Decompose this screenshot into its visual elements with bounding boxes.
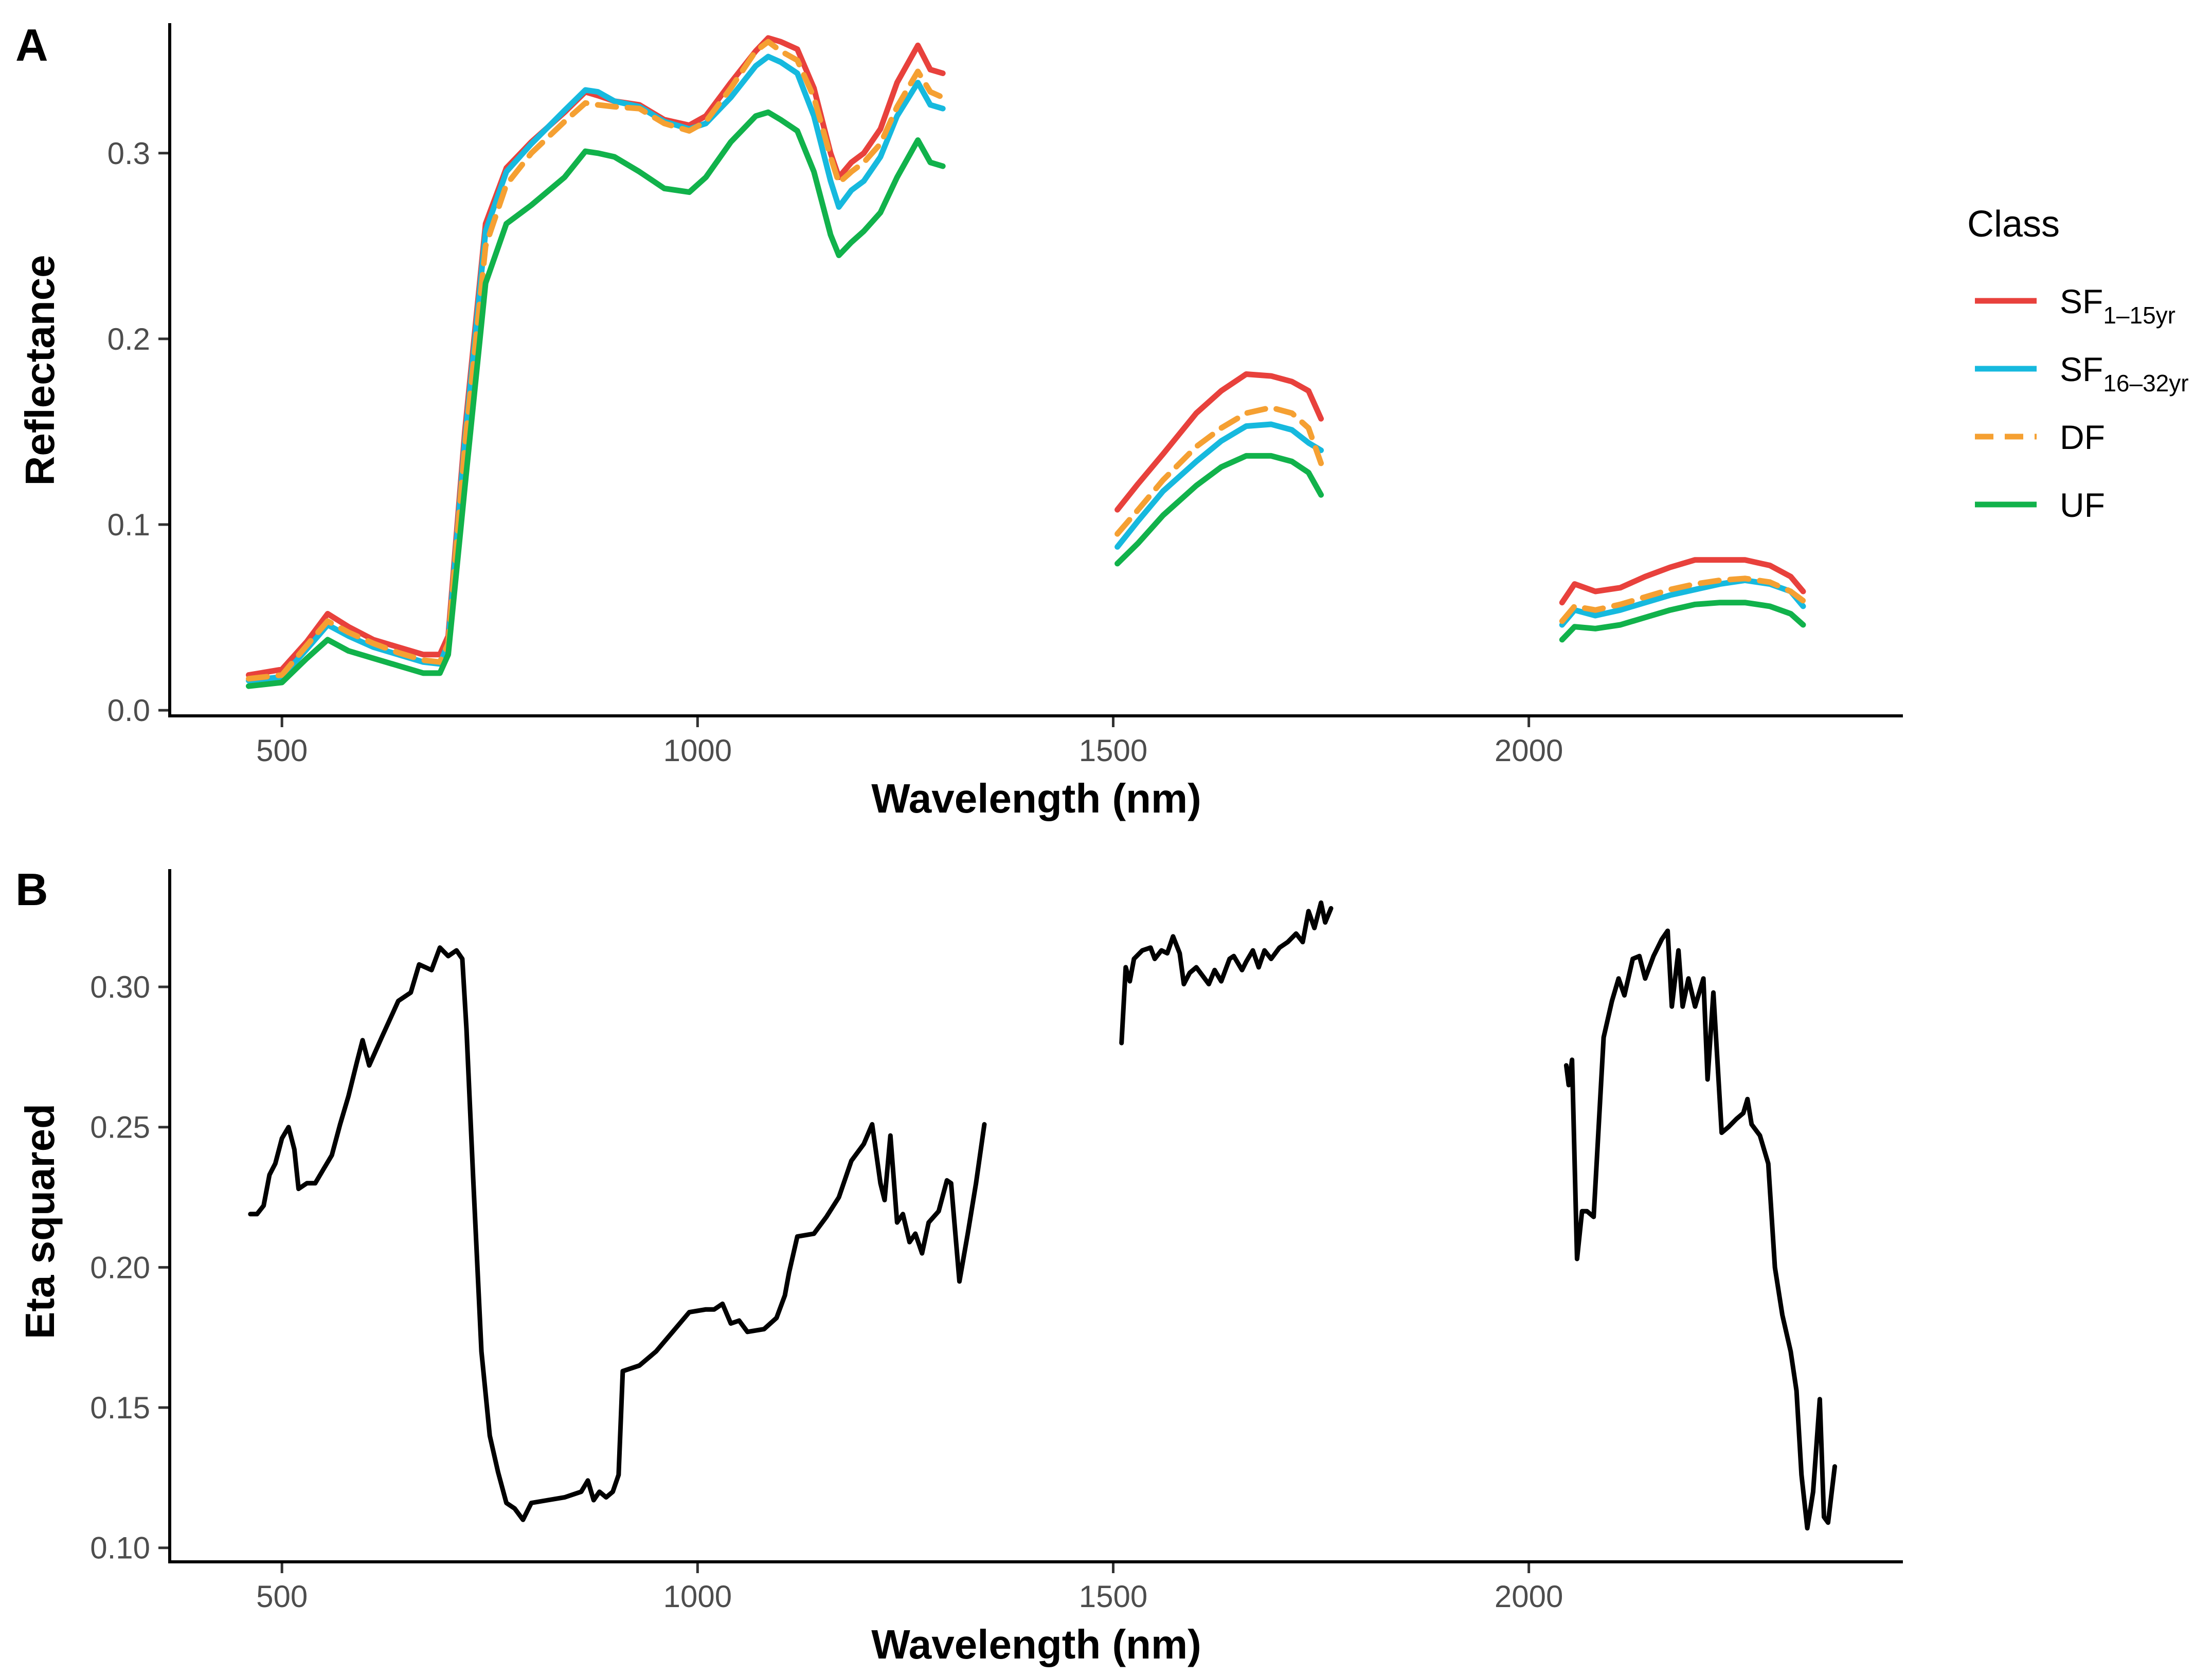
legend-entries: SF1–15yr SF16–32yr DF UF — [1975, 282, 2189, 524]
panel-b-y-axis-title: Eta squared — [17, 1104, 63, 1339]
panel-b-x-ticks: 500 1000 1500 2000 — [256, 1563, 1563, 1614]
legend-label-sf-1-15yr: SF1–15yr — [2060, 282, 2175, 329]
panel-b-y-tick-label: 0.10 — [90, 1531, 150, 1565]
panel-a-x-axis-title: Wavelength (nm) — [871, 776, 1201, 821]
panel-b-y-tick-label: 0.20 — [90, 1250, 150, 1285]
legend-title: Class — [1967, 204, 2060, 245]
panel-a-series-df-segment-3 — [1559, 575, 1806, 624]
panel-b-series-lines — [248, 900, 1837, 1531]
panel-a-tag: A — [15, 20, 48, 70]
panel-a-x-tick-label: 1000 — [663, 733, 732, 768]
panel-a-y-ticks: 0.0 0.1 0.2 0.3 — [107, 136, 168, 728]
panel-a-series-df-segment-1 — [246, 39, 946, 682]
panel-b-y-tick-label: 0.25 — [90, 1110, 150, 1145]
panel-b-x-axis-title: Wavelength (nm) — [871, 1621, 1201, 1667]
panel-b-series-eta-squared-segment-3 — [1563, 928, 1837, 1531]
panel-b-y-ticks: 0.10 0.15 0.20 0.25 0.30 — [90, 970, 168, 1565]
panel-a-x-tick-label: 500 — [256, 733, 308, 768]
panel-a-reflectance-chart: A 500 1000 1500 2000 0.0 0.1 0.2 0.3 Wavelengt… — [15, 20, 1903, 821]
panel-a-y-axis-title: Reflectance — [17, 255, 63, 485]
panel-b-x-tick-label: 500 — [256, 1579, 308, 1614]
legend: Class SF1–15yr SF16–32yr DF UF — [1967, 204, 2189, 524]
legend-label-uf: UF — [2060, 486, 2105, 524]
panel-a-x-tick-label: 2000 — [1495, 733, 1563, 768]
panel-a-series-uf-segment-2 — [1114, 453, 1324, 567]
panel-a-x-tick-label: 1500 — [1079, 733, 1147, 768]
panel-a-series-sf-1-15yr-segment-1 — [246, 35, 946, 678]
panel-a-y-tick-label: 0.2 — [107, 322, 150, 356]
panel-a-series-lines — [246, 35, 1806, 689]
panel-a-y-tick-label: 0.0 — [107, 693, 150, 728]
panel-b-eta-squared-chart: B 500 1000 1500 2000 0.10 0.15 0.20 0.25 0.30 W… — [15, 864, 1903, 1667]
panel-b-series-eta-squared-segment-2 — [1119, 900, 1334, 1046]
legend-label-df: DF — [2060, 418, 2105, 456]
panel-a-series-uf-segment-1 — [246, 109, 946, 689]
panel-b-x-tick-label: 1500 — [1079, 1579, 1147, 1614]
panel-a-x-ticks: 500 1000 1500 2000 — [256, 717, 1563, 768]
panel-a-series-uf-segment-3 — [1559, 600, 1806, 643]
panel-a-y-tick-label: 0.1 — [107, 508, 150, 542]
panel-a-series-df-segment-2 — [1114, 405, 1324, 537]
panel-a-series-sf-1-15yr-segment-3 — [1559, 557, 1806, 606]
panel-a-series-sf-1-15yr-segment-2 — [1114, 371, 1324, 513]
panel-b-series-eta-squared-segment-1 — [248, 945, 987, 1522]
panel-b-x-tick-label: 1000 — [663, 1579, 732, 1614]
panel-b-tag: B — [15, 864, 48, 915]
panel-a-y-tick-label: 0.3 — [107, 136, 150, 171]
panel-b-x-tick-label: 2000 — [1495, 1579, 1563, 1614]
panel-b-y-tick-label: 0.15 — [90, 1391, 150, 1425]
panel-a-series-sf-16-32yr-segment-2 — [1114, 421, 1324, 550]
legend-label-sf-16-32yr: SF16–32yr — [2060, 350, 2189, 397]
panel-b-y-tick-label: 0.30 — [90, 970, 150, 1004]
